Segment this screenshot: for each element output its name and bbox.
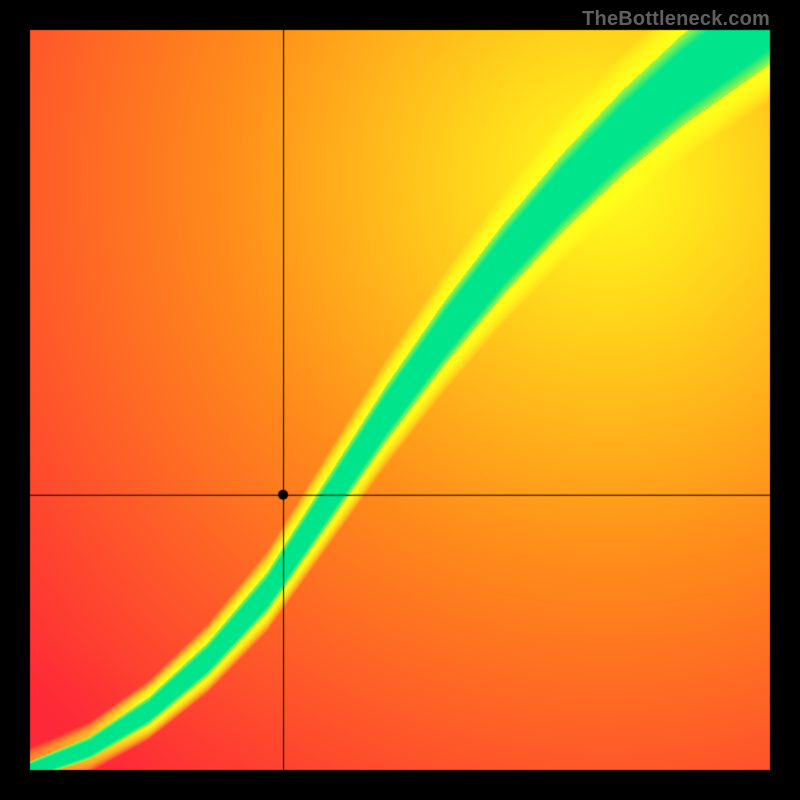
- chart-container: TheBottleneck.com: [0, 0, 800, 800]
- watermark-text: TheBottleneck.com: [582, 8, 770, 31]
- heatmap-canvas: [0, 0, 800, 800]
